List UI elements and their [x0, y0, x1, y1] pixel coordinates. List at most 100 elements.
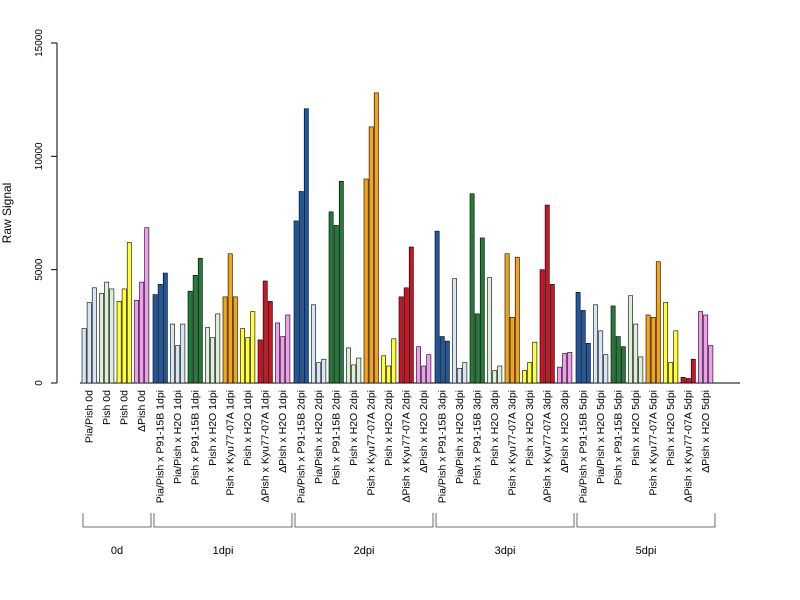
bar — [603, 354, 609, 384]
x-tick-label: Pish x Kyu77-07A 3dpi — [506, 390, 518, 496]
x-tick-label: Pish x H2O 5dpi — [665, 390, 677, 466]
x-tick-label: Pish x P91-15B 3dpi — [471, 390, 483, 485]
x-tick-label: Pish x P91-15B 2dpi — [330, 390, 342, 485]
x-tick-label: Pia/Pish x H2O 3dpi — [454, 390, 466, 484]
bar — [408, 246, 414, 384]
bar — [363, 178, 369, 384]
bar — [134, 299, 139, 384]
bar — [444, 340, 450, 384]
bar — [685, 378, 691, 384]
x-tick-label: Pish 0d — [101, 390, 113, 425]
bar — [346, 347, 351, 384]
x-tick-label: Pia/Pish x H2O 2dpi — [313, 390, 325, 484]
bar — [285, 314, 291, 384]
group-label: 1dpi — [213, 545, 234, 557]
bar — [532, 341, 538, 384]
bar — [593, 304, 598, 384]
group-label: 0d — [111, 545, 123, 557]
bar — [175, 345, 181, 384]
bar — [126, 242, 132, 384]
bar — [275, 322, 280, 384]
y-axis: 0 5000 10000 15000 — [34, 29, 58, 386]
group-bracket — [82, 513, 152, 528]
bar — [280, 336, 286, 384]
bar — [91, 287, 97, 384]
x-tick-label: Pish x H2O 3dpi — [489, 390, 501, 466]
bar — [338, 180, 344, 384]
x-tick-label: Pia/Pish x H2O 1dpi — [172, 390, 184, 484]
bar — [598, 330, 604, 384]
bar — [99, 293, 104, 384]
bar — [262, 280, 268, 384]
group-brackets: 0d 1dpi 2dpi 3dpi 5dpi — [82, 513, 716, 557]
bar — [462, 362, 468, 384]
bar — [398, 296, 404, 384]
bar — [645, 314, 651, 384]
bar — [615, 336, 621, 384]
group-label: 5dpi — [636, 545, 657, 557]
bar — [668, 362, 674, 384]
bar — [620, 346, 626, 384]
group-bracket — [576, 513, 716, 528]
bar — [567, 352, 573, 384]
group-label: 2dpi — [354, 545, 375, 557]
bar — [333, 225, 339, 384]
bar — [157, 284, 163, 384]
bar — [457, 367, 463, 384]
bar — [192, 275, 198, 384]
bar — [452, 278, 457, 384]
x-tick-label: Pish x H2O 1dpi — [207, 390, 219, 466]
bar — [116, 301, 122, 384]
x-tick-label: Pish x H2O 2dpi — [383, 390, 395, 466]
bar — [321, 358, 327, 384]
bar — [522, 370, 527, 384]
bar — [311, 304, 316, 384]
x-tick-label: ΔPish x Kyu77-07A 5dpi — [682, 390, 694, 503]
bar — [527, 362, 533, 384]
bar — [232, 296, 238, 384]
x-tick-label: Pish x Kyu77-07A 5dpi — [647, 390, 659, 496]
bar — [303, 108, 309, 384]
group-bracket — [294, 513, 434, 528]
bar — [86, 302, 92, 384]
x-tick-label: Pish 0d — [118, 390, 130, 425]
group-bracket — [435, 513, 575, 528]
y-tick-label: 5000 — [34, 258, 45, 281]
bar — [386, 365, 392, 384]
bar — [504, 253, 510, 384]
bar — [487, 277, 492, 384]
x-tick-label: Pish x Kyu77-07A 2dpi — [365, 390, 377, 496]
bar — [690, 358, 696, 384]
bar — [434, 230, 440, 384]
x-tick-label: Pia/Pish 0d — [83, 390, 95, 443]
bar — [381, 355, 386, 384]
bar — [139, 281, 145, 384]
bar — [81, 328, 87, 384]
bar — [549, 284, 555, 384]
group-label: 3dpi — [495, 545, 516, 557]
x-tick-label: Pia/Pish x P91-15B 3dpi — [436, 390, 448, 503]
bar — [497, 365, 503, 384]
bar — [585, 343, 591, 384]
bar — [250, 311, 256, 384]
bar — [227, 253, 233, 384]
x-tick-label: Pish x P91-15B 1dpi — [189, 390, 201, 485]
bar — [121, 288, 127, 384]
bar — [245, 337, 251, 384]
bar — [373, 92, 379, 384]
x-tick-label: Pish x H2O 5dpi — [630, 390, 642, 466]
bar — [152, 294, 158, 384]
bar — [628, 295, 633, 384]
bar — [197, 258, 203, 384]
bar — [210, 337, 216, 384]
bar — [180, 323, 186, 384]
bar — [104, 281, 110, 384]
bar — [439, 336, 445, 384]
bar — [421, 365, 427, 384]
bar — [426, 354, 432, 384]
bar — [539, 269, 545, 384]
bar — [187, 290, 193, 384]
group-bracket — [153, 513, 293, 528]
bar — [474, 313, 480, 384]
